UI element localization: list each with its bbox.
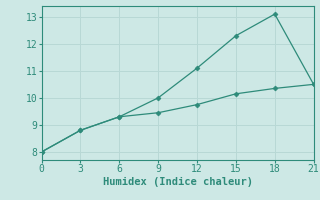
X-axis label: Humidex (Indice chaleur): Humidex (Indice chaleur): [103, 177, 252, 187]
